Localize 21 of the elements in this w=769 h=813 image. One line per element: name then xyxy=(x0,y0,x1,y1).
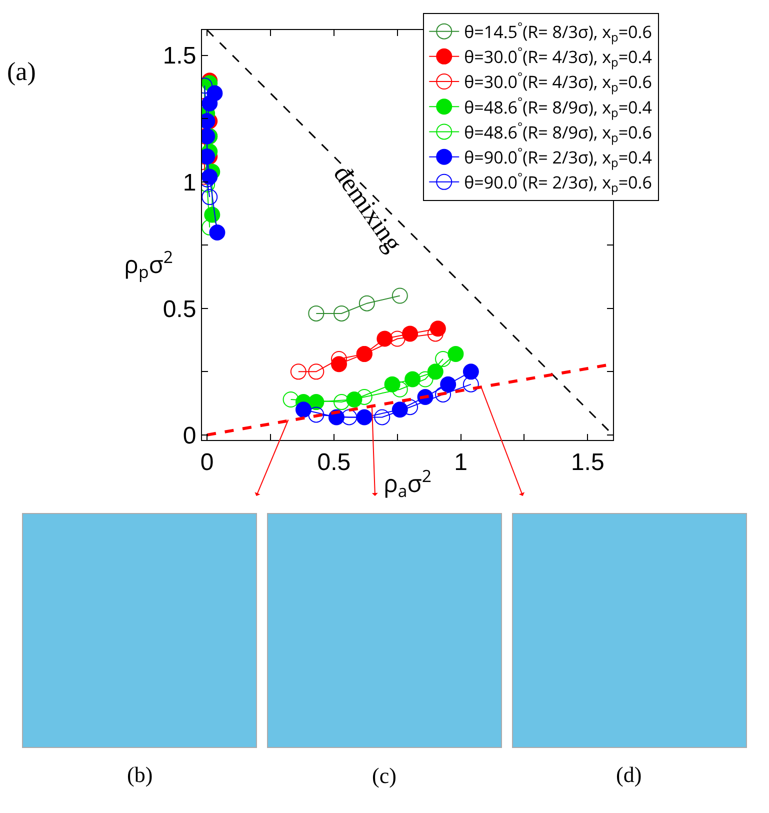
legend-label: θ=14.5$^{°}$(R= 8/3σ), x$_{p}$=0.6 xyxy=(464,18,652,46)
annotation: (b) xyxy=(127,762,153,787)
legend-label: θ=30.0$^{°}$(R= 4/3σ), x$_{p}$=0.4 xyxy=(464,44,652,71)
legend-label: θ=48.6$^{°}$(R= 8/9σ), x$_{p}$=0.4 xyxy=(464,94,652,121)
x-tick-label: 1 xyxy=(454,448,468,476)
legend-label: θ=48.6$^{°}$(R= 8/9σ), x$_{p}$=0.6 xyxy=(464,119,652,146)
x-tick-label: 1.5 xyxy=(570,448,604,476)
y-tick-label: 1 xyxy=(182,169,196,196)
legend-label: θ=90.0$^{°}$(R= 2/3σ), x$_{p}$=0.6 xyxy=(464,169,652,196)
x-tick-label: 0.5 xyxy=(317,448,351,476)
legend-label: θ=90.0$^{°}$(R= 2/3σ), x$_{p}$=0.4 xyxy=(464,144,652,172)
annotation: (c) xyxy=(372,763,396,788)
text: (a) xyxy=(7,57,36,86)
x-axis-title: ρ$_{a}$σ$^{2}$ xyxy=(383,464,432,502)
y-tick-label: 0.5 xyxy=(162,296,196,323)
legend-label: θ=30.0$^{°}$(R= 4/3σ), x$_{p}$=0.6 xyxy=(464,69,652,96)
y-tick-label: 0 xyxy=(182,422,196,450)
y-tick-label: 1.5 xyxy=(162,42,196,70)
y-axis-title: ρ$_{p}$σ$^{2}$ xyxy=(124,245,174,284)
annotation: (d) xyxy=(616,762,642,787)
x-tick-label: 0 xyxy=(200,448,214,476)
